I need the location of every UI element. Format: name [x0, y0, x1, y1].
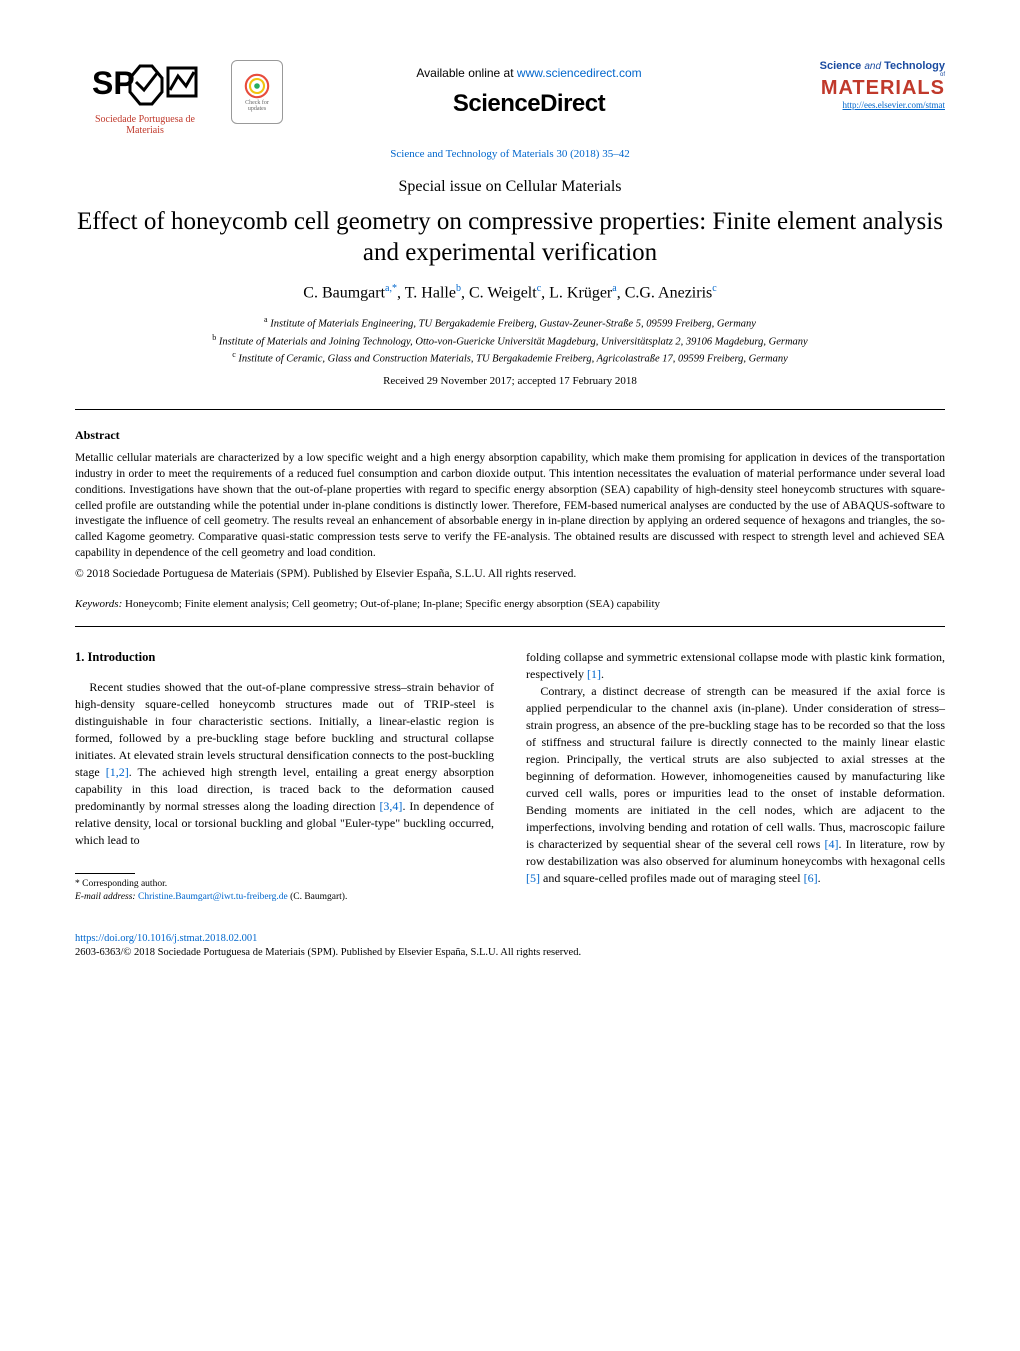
- crossmark-icon: [243, 72, 271, 100]
- available-online: Available online at www.sciencedirect.co…: [283, 66, 775, 80]
- corresponding-email-link[interactable]: Christine.Baumgart@iwt.tu-freiberg.de: [138, 892, 288, 902]
- section-1-heading: 1. Introduction: [75, 649, 494, 667]
- stmat-materials: MATERIALS: [821, 78, 945, 98]
- left-logos: SP Sociedade Portuguesa de Materiais Che…: [75, 60, 283, 136]
- header-row: SP Sociedade Portuguesa de Materiais Che…: [75, 60, 945, 136]
- header-center: Available online at www.sciencedirect.co…: [283, 60, 775, 118]
- available-prefix: Available online at: [416, 66, 517, 80]
- intro-para-1: Recent studies showed that the out-of-pl…: [75, 679, 494, 849]
- journal-reference[interactable]: Science and Technology of Materials 30 (…: [75, 148, 945, 160]
- keywords-line: Keywords: Honeycomb; Finite element anal…: [75, 598, 945, 610]
- body-columns: 1. Introduction Recent studies showed th…: [75, 649, 945, 904]
- footnote-rule: [75, 873, 135, 874]
- affiliation-a: Institute of Materials Engineering, TU B…: [270, 318, 756, 329]
- right-column: folding collapse and symmetric extension…: [526, 649, 945, 904]
- journal-logo-block: Science and Technology of MATERIALS http…: [775, 60, 945, 110]
- keywords-label: Keywords:: [75, 598, 122, 610]
- author-5: C.G. Aneziris: [625, 284, 713, 301]
- issn-copyright: 2603-6363/© 2018 Sociedade Portuguesa de…: [75, 946, 945, 961]
- received-dates: Received 29 November 2017; accepted 17 F…: [75, 375, 945, 387]
- crossmark-label: Check for updates: [236, 100, 278, 112]
- affiliations: a Institute of Materials Engineering, TU…: [75, 314, 945, 367]
- rule-below-keywords: [75, 626, 945, 627]
- ref-1[interactable]: [1]: [587, 667, 601, 681]
- bottom-block: https://doi.org/10.1016/j.stmat.2018.02.…: [75, 932, 945, 961]
- ref-4[interactable]: [4]: [825, 837, 839, 851]
- special-issue-supertitle: Special issue on Cellular Materials: [75, 178, 945, 196]
- rule-above-abstract: [75, 409, 945, 410]
- article-title: Effect of honeycomb cell geometry on com…: [75, 206, 945, 269]
- ref-3-4[interactable]: [3,4]: [379, 799, 402, 813]
- stmat-line1: Science and Technology: [820, 60, 945, 72]
- abstract-heading: Abstract: [75, 428, 945, 443]
- abstract-copyright: © 2018 Sociedade Portuguesa de Materiais…: [75, 568, 945, 580]
- spm-logo-graphic: SP: [90, 60, 200, 112]
- keywords-text: Honeycomb; Finite element analysis; Cell…: [122, 598, 660, 610]
- ref-1-2[interactable]: [1,2]: [106, 765, 129, 779]
- ref-6[interactable]: [6]: [804, 871, 818, 885]
- affiliation-c: Institute of Ceramic, Glass and Construc…: [238, 354, 787, 365]
- svg-text:SP: SP: [92, 65, 135, 101]
- author-3: C. Weigelt: [469, 284, 537, 301]
- spm-logo-caption: Sociedade Portuguesa de Materiais: [75, 114, 215, 136]
- spm-logo: SP Sociedade Portuguesa de Materiais: [75, 60, 215, 136]
- affiliation-b: Institute of Materials and Joining Techn…: [219, 336, 808, 347]
- sciencedirect-wordmark: ScienceDirect: [283, 90, 775, 118]
- doi-link[interactable]: https://doi.org/10.1016/j.stmat.2018.02.…: [75, 933, 257, 944]
- right-para-1: Contrary, a distinct decrease of strengt…: [526, 683, 945, 887]
- author-2: T. Halle: [405, 284, 456, 301]
- authors-line: C. Baumgarta,*, T. Halleb, C. Weigeltc, …: [75, 283, 945, 302]
- ref-5[interactable]: [5]: [526, 871, 540, 885]
- corresponding-author-note: * Corresponding author.: [75, 878, 494, 891]
- abstract-body: Metallic cellular materials are characte…: [75, 451, 945, 562]
- author-4: L. Krüger: [549, 284, 612, 301]
- crossmark-badge[interactable]: Check for updates: [231, 60, 283, 124]
- footnotes: * Corresponding author. E-mail address: …: [75, 878, 494, 904]
- stmat-url-link[interactable]: http://ees.elsevier.com/stmat: [843, 100, 945, 110]
- left-column: 1. Introduction Recent studies showed th…: [75, 649, 494, 904]
- right-continuation: folding collapse and symmetric extension…: [526, 649, 945, 683]
- available-url-link[interactable]: www.sciencedirect.com: [517, 66, 642, 80]
- author-1: C. Baumgart: [303, 284, 385, 301]
- email-line: E-mail address: Christine.Baumgart@iwt.t…: [75, 891, 494, 904]
